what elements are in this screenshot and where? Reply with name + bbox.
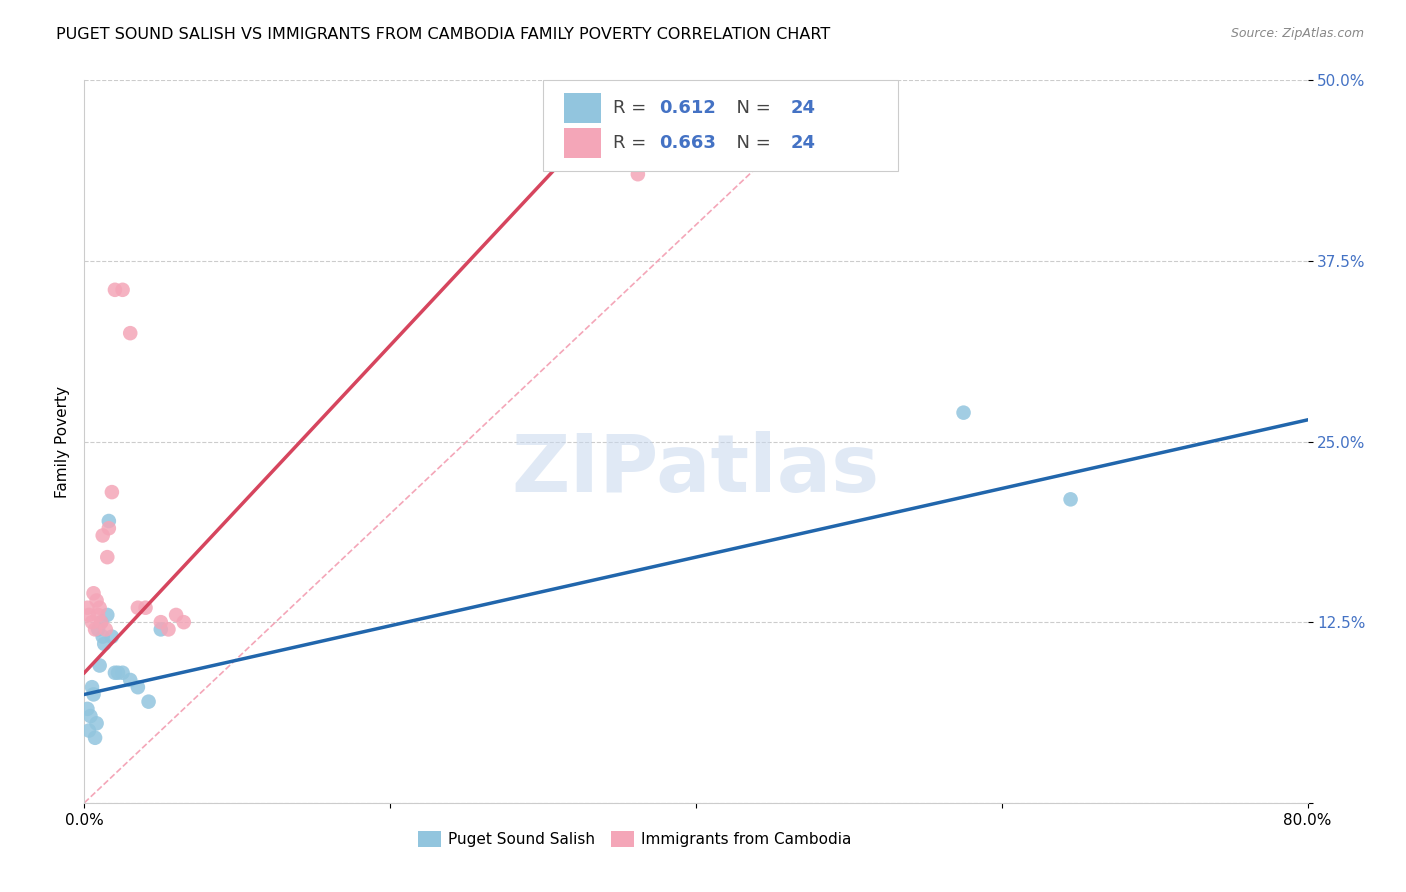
Point: [135, 600, 157, 615]
Point: [76, 600, 98, 615]
Bar: [564, 128, 600, 158]
Point: [120, 326, 142, 340]
Point: [127, 680, 149, 694]
Point: [157, 623, 180, 637]
Text: N =: N =: [725, 134, 778, 153]
Point: [104, 283, 127, 297]
Point: [94, 623, 117, 637]
Text: 24: 24: [790, 134, 815, 153]
FancyBboxPatch shape: [543, 80, 898, 170]
Point: [97, 514, 120, 528]
Point: [89, 600, 111, 615]
Point: [173, 615, 195, 630]
Legend: Puget Sound Salish, Immigrants from Cambodia: Puget Sound Salish, Immigrants from Camb…: [412, 825, 858, 853]
Point: [165, 607, 187, 622]
Point: [952, 406, 974, 420]
Point: [91, 630, 114, 644]
Point: [107, 665, 129, 680]
Point: [83, 687, 105, 701]
Point: [86, 593, 108, 607]
Point: [120, 673, 142, 687]
Point: [101, 630, 124, 644]
Point: [97, 521, 120, 535]
Point: [87, 607, 110, 622]
Point: [96, 607, 118, 622]
Text: 0.612: 0.612: [659, 99, 716, 117]
Y-axis label: Family Poverty: Family Poverty: [55, 385, 70, 498]
Text: 0.663: 0.663: [659, 134, 716, 153]
Point: [80, 680, 103, 694]
Point: [83, 586, 105, 600]
Point: [96, 550, 118, 565]
Point: [1059, 492, 1081, 507]
Point: [93, 637, 115, 651]
Point: [627, 167, 650, 181]
Point: [84, 623, 107, 637]
Point: [127, 600, 149, 615]
Text: N =: N =: [725, 99, 778, 117]
Point: [138, 695, 160, 709]
Point: [111, 665, 134, 680]
Text: 24: 24: [790, 99, 815, 117]
Point: [91, 528, 114, 542]
Point: [77, 607, 100, 622]
Point: [84, 731, 107, 745]
Point: [77, 723, 100, 738]
Point: [90, 615, 112, 630]
Point: [149, 623, 172, 637]
Point: [111, 283, 134, 297]
Point: [80, 615, 103, 630]
Text: R =: R =: [613, 134, 652, 153]
Point: [87, 623, 110, 637]
Text: R =: R =: [613, 99, 652, 117]
Point: [76, 702, 98, 716]
Bar: [564, 93, 600, 123]
Text: PUGET SOUND SALISH VS IMMIGRANTS FROM CAMBODIA FAMILY POVERTY CORRELATION CHART: PUGET SOUND SALISH VS IMMIGRANTS FROM CA…: [56, 27, 831, 42]
Text: ZIPatlas: ZIPatlas: [512, 432, 880, 509]
Point: [86, 716, 108, 731]
Point: [149, 615, 172, 630]
Point: [90, 615, 112, 630]
Point: [79, 709, 101, 723]
Point: [104, 665, 127, 680]
Point: [89, 658, 111, 673]
Point: [101, 485, 124, 500]
Text: Source: ZipAtlas.com: Source: ZipAtlas.com: [1230, 27, 1364, 40]
